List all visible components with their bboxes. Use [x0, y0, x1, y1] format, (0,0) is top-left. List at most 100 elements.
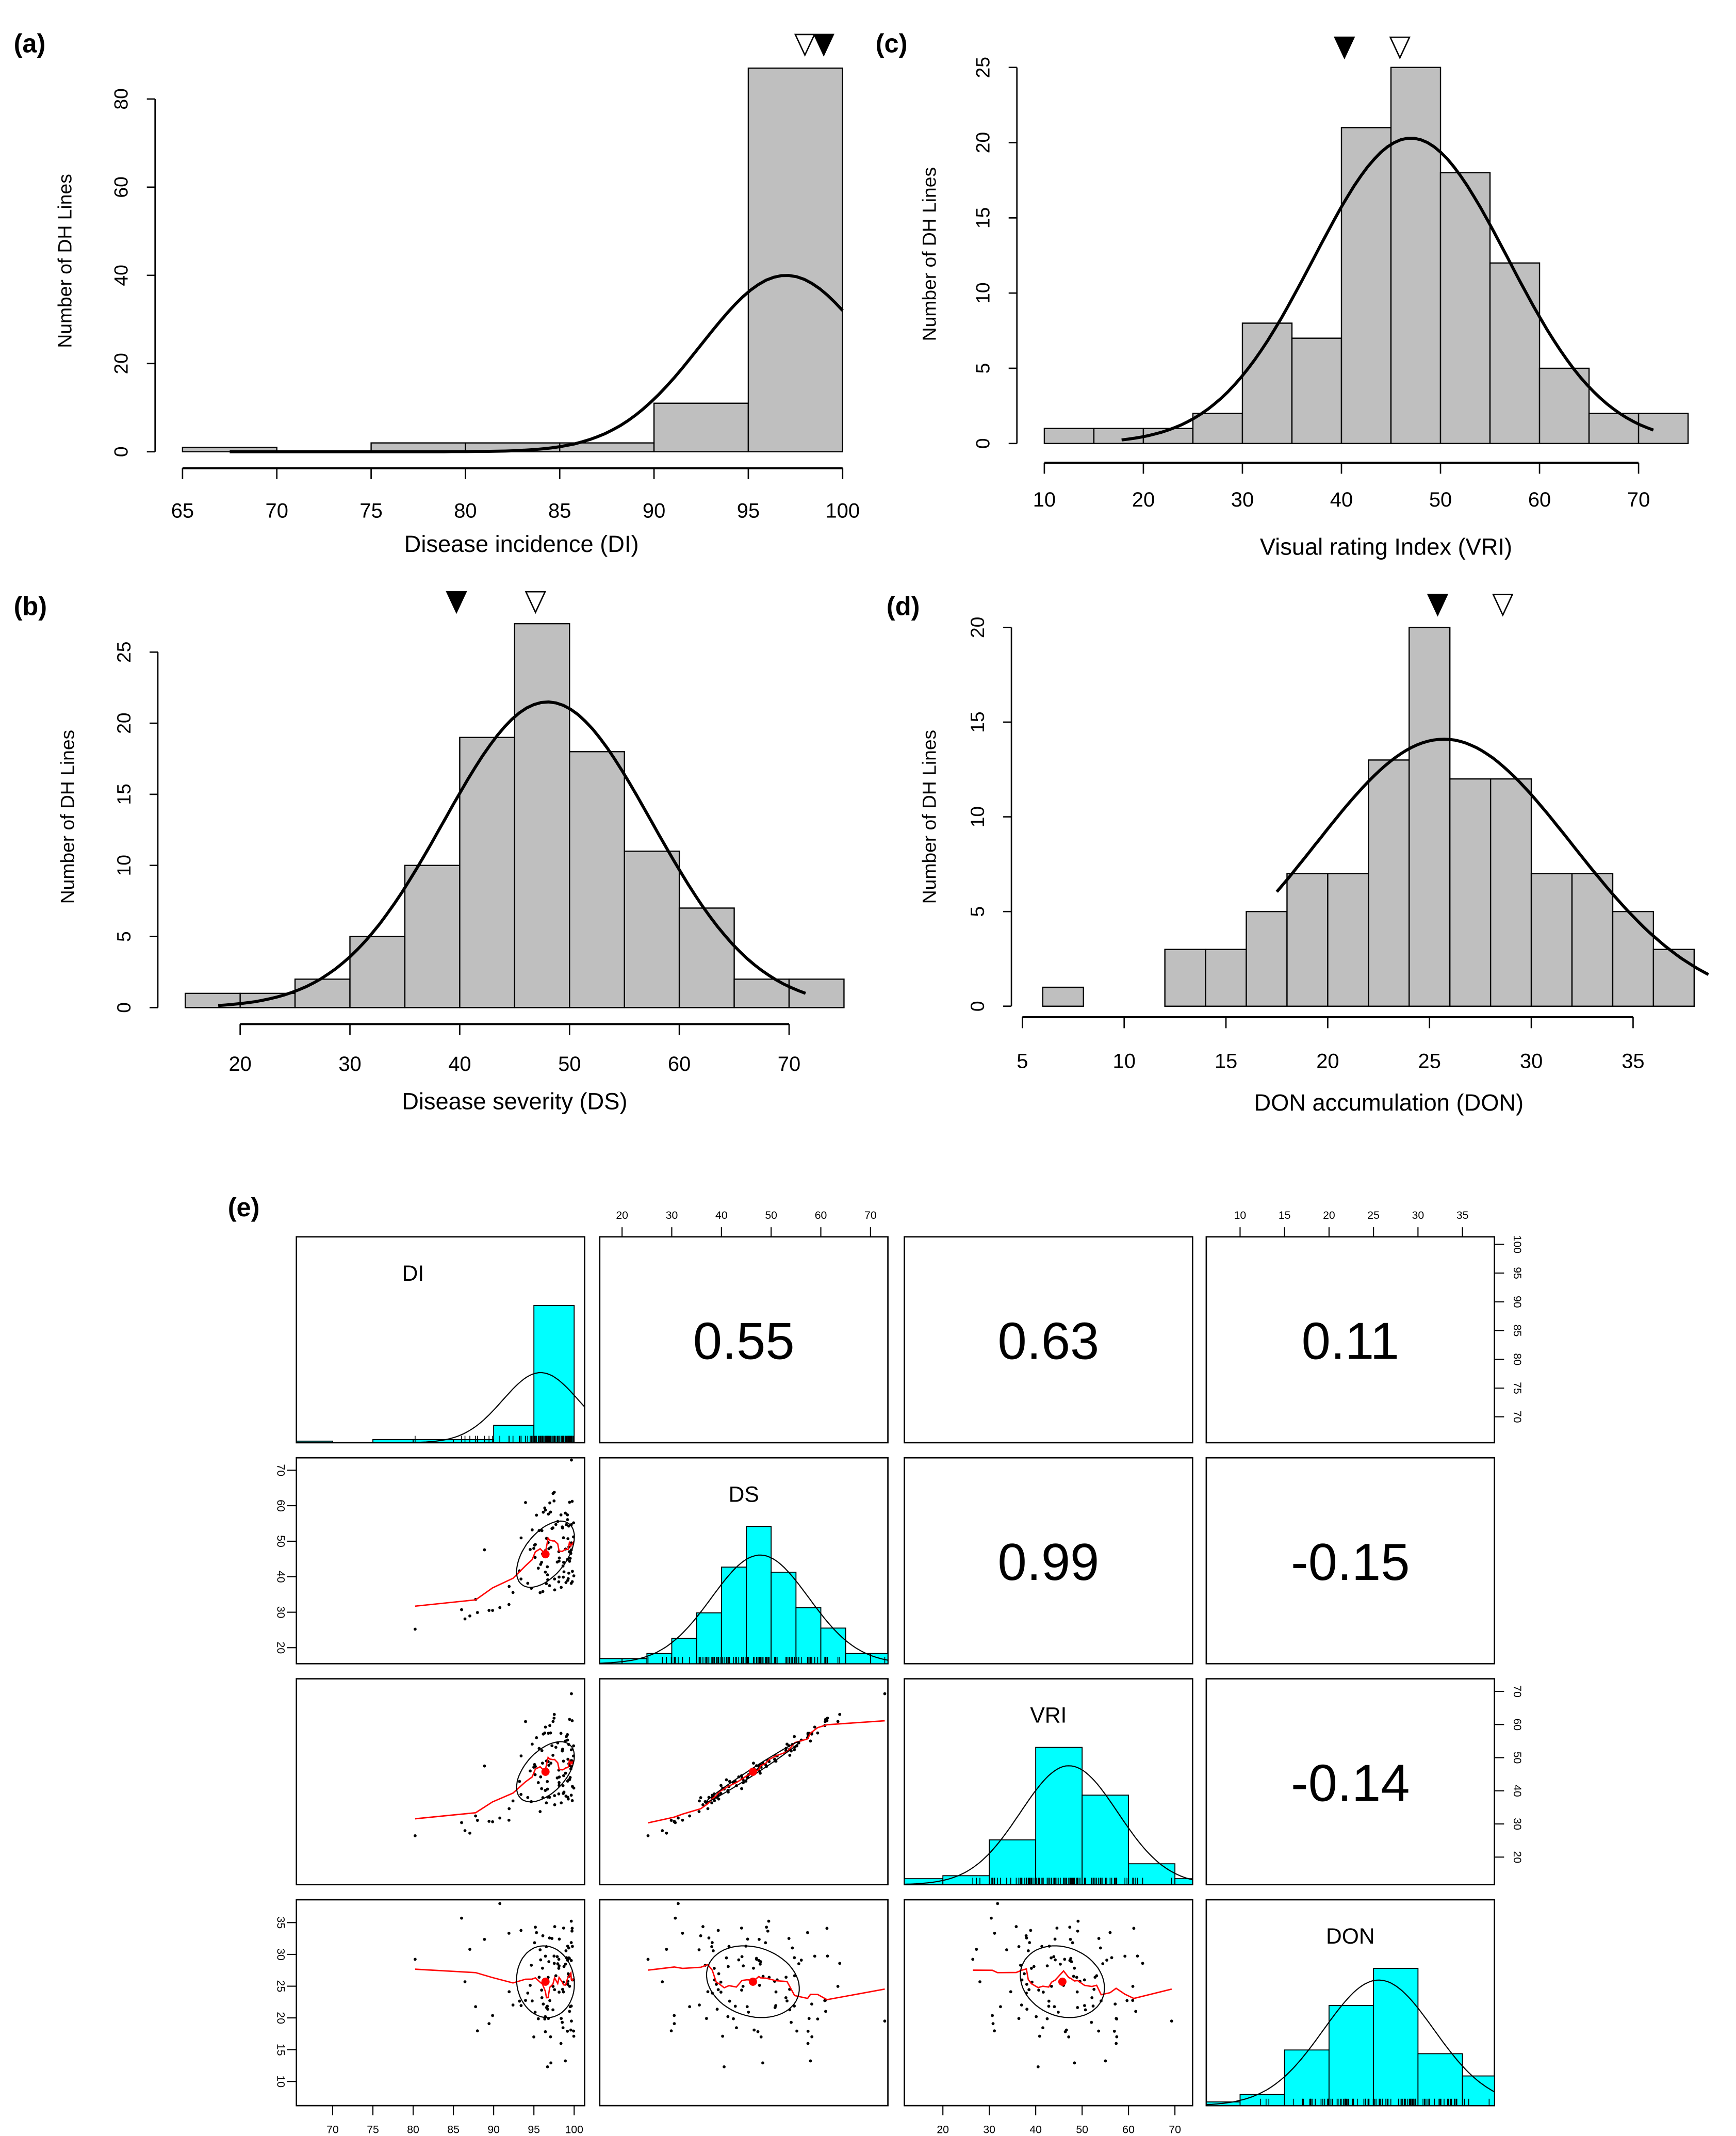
- axis-tick-label: 70: [326, 2123, 339, 2135]
- scatter-point: [569, 2028, 572, 2032]
- scatter-point: [519, 1577, 523, 1581]
- scatter-point: [549, 2061, 553, 2065]
- scatter-point: [719, 1980, 723, 1984]
- axis-tick-label: 95: [528, 2123, 540, 2135]
- mean-point: [541, 1550, 550, 1559]
- scatter-point: [765, 1926, 768, 1929]
- scatter-point: [766, 1929, 769, 1933]
- x-tick-label: 90: [643, 499, 665, 522]
- scatter-point: [468, 1948, 471, 1951]
- variable-label: DI: [402, 1261, 424, 1286]
- x-tick-label: 30: [1520, 1050, 1543, 1073]
- axis-tick-label: 20: [616, 1209, 628, 1221]
- diag-histogram-bar: [1035, 1747, 1083, 1885]
- scatter-point: [665, 1948, 668, 1951]
- scatter-point: [706, 1807, 710, 1811]
- histogram-bar: [514, 623, 570, 1008]
- scatter-point: [487, 2022, 491, 2026]
- scatter-point: [836, 1720, 840, 1723]
- diag-histogram-bar: [1128, 1863, 1176, 1885]
- scatter-point: [530, 1528, 534, 1531]
- scatter-point: [519, 1536, 523, 1540]
- x-tick-label: 65: [171, 499, 194, 522]
- correlation-ellipse: [516, 1741, 575, 1803]
- scatter-point: [558, 1559, 561, 1563]
- x-tick-label: 50: [558, 1053, 581, 1075]
- axis-tick-label: 20: [274, 1642, 287, 1654]
- scatter-point: [546, 1787, 549, 1791]
- scatter-point: [719, 1784, 723, 1787]
- scatter-point: [568, 2010, 571, 2013]
- filled-triangle-marker: [1427, 594, 1449, 617]
- scatter-point: [1063, 2030, 1067, 2033]
- scatter-point: [564, 1771, 567, 1775]
- scatter-point: [816, 2017, 820, 2021]
- histogram-bar: [1164, 949, 1206, 1007]
- scatter-point: [719, 1991, 723, 1994]
- scatter-point: [518, 1999, 521, 2003]
- scatter-point: [806, 2029, 810, 2033]
- diag-histogram-bar: [720, 1567, 747, 1665]
- scatter-point: [560, 2017, 563, 2020]
- axis-tick-label: 30: [1412, 1209, 1424, 1221]
- scatter-point: [1093, 1976, 1097, 1979]
- scatter-point: [1083, 2004, 1086, 2008]
- scatter-point: [1027, 1988, 1031, 1992]
- scatter-point: [774, 1990, 778, 1994]
- scatter-point: [548, 1584, 551, 1588]
- y-tick-label: 80: [110, 88, 132, 109]
- mean-point: [541, 1767, 550, 1776]
- scatter-point: [550, 1744, 554, 1748]
- scatter-point: [562, 1759, 565, 1763]
- diag-histogram-bar: [1082, 1795, 1129, 1885]
- scatter-point: [826, 1954, 829, 1958]
- histogram-bar: [1489, 778, 1532, 1007]
- scatter-point: [535, 1736, 538, 1739]
- x-tick-label: 10: [1113, 1050, 1136, 1073]
- correlation-value: -0.15: [1291, 1533, 1410, 1591]
- scatter-point: [732, 2017, 735, 2020]
- scatter-point: [1123, 1954, 1127, 1958]
- scatter-point: [548, 1501, 551, 1505]
- scatter-point: [1113, 2002, 1117, 2006]
- scatter-point: [699, 1934, 702, 1937]
- histogram-bar: [1571, 873, 1614, 1007]
- scatter-point: [716, 1988, 720, 1992]
- axis-tick-label: 35: [1456, 1209, 1469, 1221]
- scatter-point: [558, 1991, 561, 1994]
- scatter-point: [1073, 2061, 1076, 2065]
- scatter-point: [549, 1510, 552, 1514]
- scatter-point: [566, 1945, 569, 1948]
- scatter-point: [993, 1932, 996, 1935]
- scatter-point: [1055, 1926, 1059, 1930]
- scatter-point: [562, 1790, 566, 1794]
- scatter-point: [545, 2006, 548, 2009]
- axis-tick-label: 30: [666, 1209, 678, 1221]
- scatter-point: [558, 1937, 561, 1941]
- smooth-line: [973, 1968, 1172, 1999]
- y-tick-label: 10: [967, 806, 988, 827]
- scatter-point: [1090, 1996, 1094, 1999]
- scatter-point: [669, 2029, 673, 2033]
- scatter-point: [533, 1941, 536, 1945]
- scatter-point: [1052, 1955, 1056, 1959]
- scatter-point: [674, 1916, 677, 1920]
- scatter-point: [673, 2014, 676, 2017]
- pairs-cell-DON-VRI: [904, 1899, 1193, 2107]
- y-tick-label: 0: [972, 438, 993, 449]
- scatter-point: [710, 1945, 713, 1948]
- scatter-point: [568, 1776, 572, 1779]
- scatter-point: [1054, 1958, 1057, 1962]
- axis-tick-label: 20: [937, 2123, 949, 2135]
- scatter-point: [561, 1987, 564, 1991]
- scatter-point: [476, 2029, 479, 2033]
- scatter-point: [701, 1925, 705, 1929]
- scatter-point: [1053, 1937, 1057, 1941]
- axis-tick-label: 30: [983, 2123, 995, 2135]
- y-tick-label: 10: [113, 855, 135, 876]
- scatter-point: [993, 2029, 996, 2033]
- scatter-point: [883, 2019, 887, 2023]
- scatter-point: [560, 1801, 563, 1805]
- histogram-bar: [1652, 949, 1695, 1007]
- scatter-point: [1029, 1966, 1033, 1970]
